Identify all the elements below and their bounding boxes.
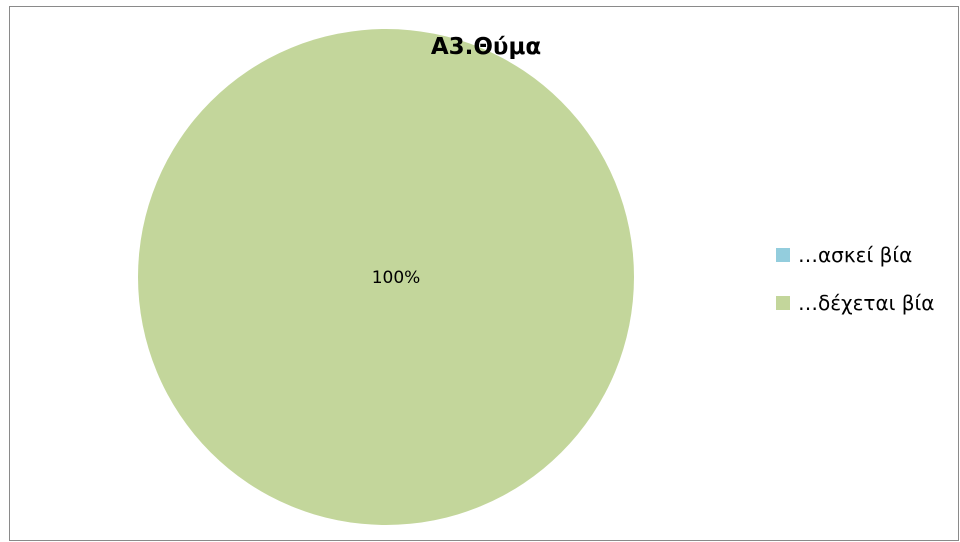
legend-item-0: …ασκεί βία	[776, 240, 934, 270]
chart-title: Α3.Θύμα	[430, 34, 542, 60]
legend-label: …δέχεται βία	[798, 291, 935, 315]
pie-slice-1	[138, 29, 634, 525]
data-label-1: 100%	[372, 268, 421, 288]
legend-label: …ασκεί βία	[798, 243, 913, 267]
legend-item-1: …δέχεται βία	[776, 288, 934, 318]
legend: …ασκεί βία …δέχεται βία	[776, 240, 934, 336]
legend-swatch	[776, 248, 790, 262]
legend-swatch	[776, 296, 790, 310]
